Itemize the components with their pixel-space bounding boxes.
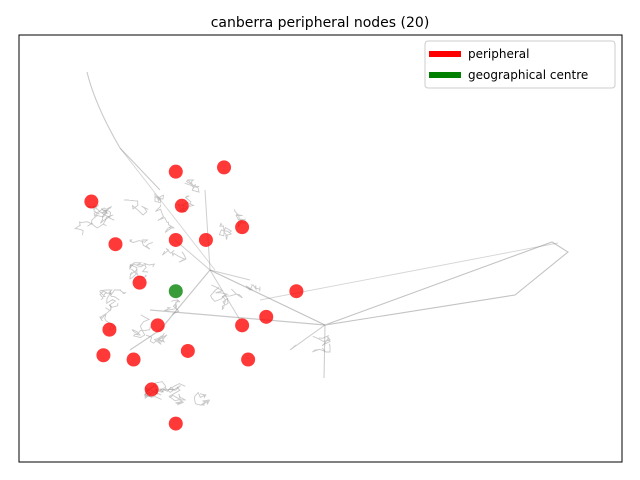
point-peripheral — [180, 343, 195, 358]
network-road — [209, 241, 569, 326]
network-street — [184, 179, 200, 193]
network-street — [131, 314, 151, 338]
legend-box — [424, 40, 616, 89]
network-street — [129, 262, 156, 273]
legend-label-geographical-centre: geographical centre — [468, 68, 588, 82]
point-peripheral — [108, 237, 123, 252]
network-street — [210, 287, 243, 302]
point-peripheral — [150, 318, 165, 333]
scatter-points — [84, 160, 304, 431]
plot-frame — [18, 34, 623, 463]
point-peripheral — [235, 220, 250, 235]
point-peripheral — [259, 309, 274, 324]
road-network — [73, 71, 569, 406]
network-road — [119, 147, 216, 271]
point-peripheral — [96, 348, 111, 363]
network-street — [145, 332, 168, 345]
network-street — [155, 204, 175, 233]
network-road — [204, 189, 211, 271]
network-street — [99, 289, 120, 301]
network-street — [245, 284, 261, 292]
network-street — [311, 343, 331, 353]
network-road — [323, 324, 326, 379]
network-road — [174, 239, 251, 281]
network-street — [161, 248, 187, 263]
network-street — [218, 222, 233, 240]
point-peripheral — [84, 194, 99, 209]
point-peripheral — [217, 160, 232, 175]
network-road — [259, 242, 559, 301]
network-road — [289, 324, 326, 351]
network-street — [211, 284, 229, 311]
point-peripheral — [198, 232, 213, 247]
point-peripheral — [168, 164, 183, 179]
network-road — [209, 269, 241, 321]
legend: peripheral geographical centre — [424, 40, 616, 89]
point-peripheral — [174, 198, 189, 213]
chart-title: canberra peripheral nodes (20) — [211, 15, 430, 31]
network-street — [144, 381, 181, 400]
point-peripheral — [144, 382, 159, 397]
network-street — [129, 239, 153, 250]
network-street — [164, 298, 181, 315]
point-peripheral — [289, 284, 304, 299]
point-geographical-centre — [168, 284, 183, 299]
point-peripheral — [168, 232, 183, 247]
network-street — [106, 289, 127, 308]
network-street — [154, 193, 165, 204]
point-peripheral — [241, 352, 256, 367]
network-street — [87, 204, 112, 227]
network-street — [194, 391, 211, 406]
legend-label-peripheral: peripheral — [468, 47, 530, 61]
point-peripheral — [132, 275, 147, 290]
network-street — [124, 199, 149, 216]
network-street — [73, 214, 114, 236]
point-peripheral — [235, 318, 250, 333]
network-road — [149, 309, 326, 326]
point-peripheral — [168, 416, 183, 431]
network-street — [312, 334, 331, 347]
network-road — [86, 71, 161, 191]
network-street — [168, 386, 186, 406]
network-street — [100, 207, 115, 224]
point-peripheral — [126, 352, 141, 367]
point-peripheral — [102, 322, 117, 337]
